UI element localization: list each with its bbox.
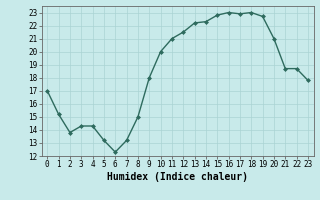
X-axis label: Humidex (Indice chaleur): Humidex (Indice chaleur)	[107, 172, 248, 182]
